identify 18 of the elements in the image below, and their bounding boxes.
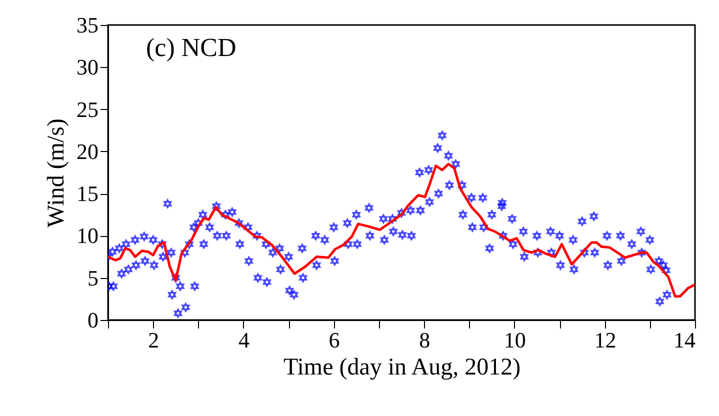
y-axis-title: Wind (m/s) xyxy=(44,118,70,228)
x-tick-label: 12 xyxy=(594,328,616,352)
x-axis-title: Time (day in Aug, 2012) xyxy=(283,354,521,380)
y-tick-label: 10 xyxy=(76,223,98,248)
annotation: (c) NCD xyxy=(146,33,236,62)
y-tick-label: 20 xyxy=(76,138,98,164)
y-tick-label: 0 xyxy=(88,308,98,332)
x-tick-label: 14 xyxy=(674,328,696,352)
y-tick-label: 30 xyxy=(76,54,98,80)
y-tick-label: 5 xyxy=(88,265,98,290)
x-tick-label: 8 xyxy=(419,328,430,352)
x-tick-label: 6 xyxy=(328,328,340,352)
y-tick-label: 25 xyxy=(76,96,98,122)
x-tick-label: 4 xyxy=(238,328,250,352)
y-tick-label: 15 xyxy=(76,181,98,206)
x-tick-label: 2 xyxy=(148,328,160,352)
y-tick-label: 35 xyxy=(76,12,98,38)
x-tick-label: 10 xyxy=(504,328,526,352)
